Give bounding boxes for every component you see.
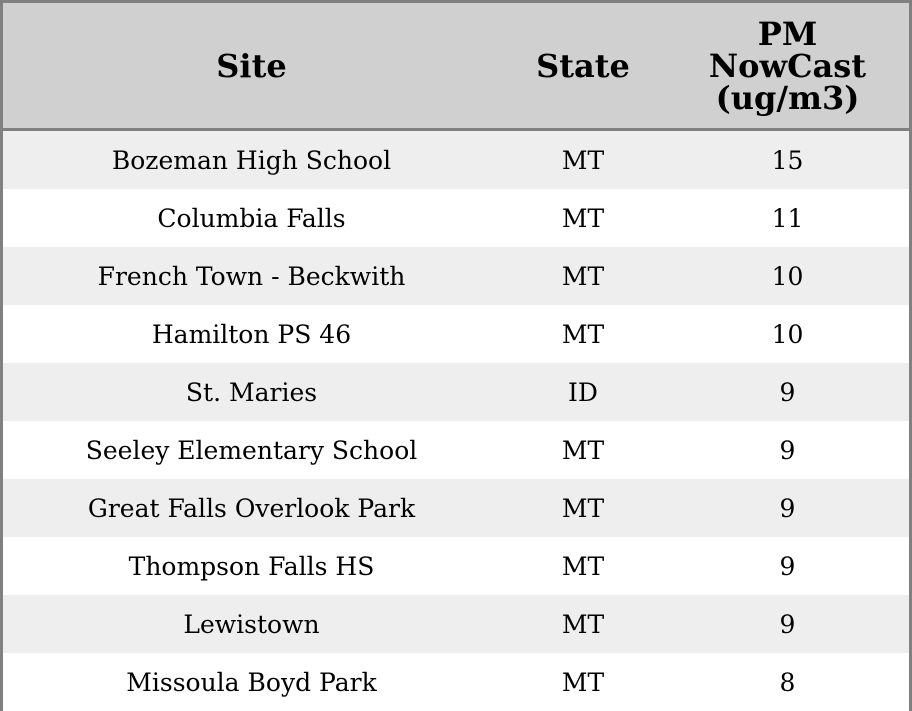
table-row: St. Maries ID 9 — [3, 363, 909, 421]
table-row: Bozeman High School MT 15 — [3, 131, 909, 189]
pm-value-cell: 8 — [779, 667, 796, 697]
pm-value-cell: 10 — [771, 319, 804, 349]
table-row: Columbia Falls MT 11 — [3, 189, 909, 247]
state-cell: ID — [568, 377, 598, 407]
table-header: Site State PM NowCast (ug/m3) — [3, 3, 909, 131]
site-cell: Great Falls Overlook Park — [87, 493, 416, 523]
site-cell: St. Maries — [185, 377, 318, 407]
pm-value-cell: 11 — [771, 203, 804, 233]
state-cell: MT — [561, 609, 605, 639]
pm-value-cell: 9 — [779, 377, 796, 407]
header-state: State — [536, 46, 630, 85]
table-row: Thompson Falls HS MT 9 — [3, 537, 909, 595]
header-site: Site — [216, 46, 287, 85]
site-cell: Lewistown — [183, 609, 320, 639]
table-row: Missoula Boyd Park MT 8 — [3, 653, 909, 711]
pm-value-cell: 9 — [779, 435, 796, 465]
state-cell: MT — [561, 493, 605, 523]
state-cell: MT — [561, 261, 605, 291]
table-row: Great Falls Overlook Park MT 9 — [3, 479, 909, 537]
site-cell: Thompson Falls HS — [128, 551, 375, 581]
state-cell: MT — [561, 203, 605, 233]
state-cell: MT — [561, 667, 605, 697]
header-pm-nowcast: PM NowCast (ug/m3) — [708, 14, 867, 117]
pm-value-cell: 9 — [779, 609, 796, 639]
state-cell: MT — [561, 145, 605, 175]
site-cell: Bozeman High School — [111, 145, 392, 175]
table-row: Hamilton PS 46 MT 10 — [3, 305, 909, 363]
table-row: French Town - Beckwith MT 10 — [3, 247, 909, 305]
pm-value-cell: 9 — [779, 551, 796, 581]
site-cell: Hamilton PS 46 — [151, 319, 352, 349]
pm-value-cell: 15 — [771, 145, 804, 175]
pm-value-cell: 10 — [771, 261, 804, 291]
table-row: Lewistown MT 9 — [3, 595, 909, 653]
site-cell: Columbia Falls — [157, 203, 346, 233]
site-cell: French Town - Beckwith — [97, 261, 406, 291]
table-body: Bozeman High School MT 15 Columbia Falls MT 1… — [3, 131, 909, 711]
pm-value-cell: 9 — [779, 493, 796, 523]
table-row: Seeley Elementary School MT 9 — [3, 421, 909, 479]
state-cell: MT — [561, 435, 605, 465]
site-cell: Seeley Elementary School — [85, 435, 418, 465]
site-cell: Missoula Boyd Park — [126, 667, 377, 697]
state-cell: MT — [561, 551, 605, 581]
state-cell: MT — [561, 319, 605, 349]
